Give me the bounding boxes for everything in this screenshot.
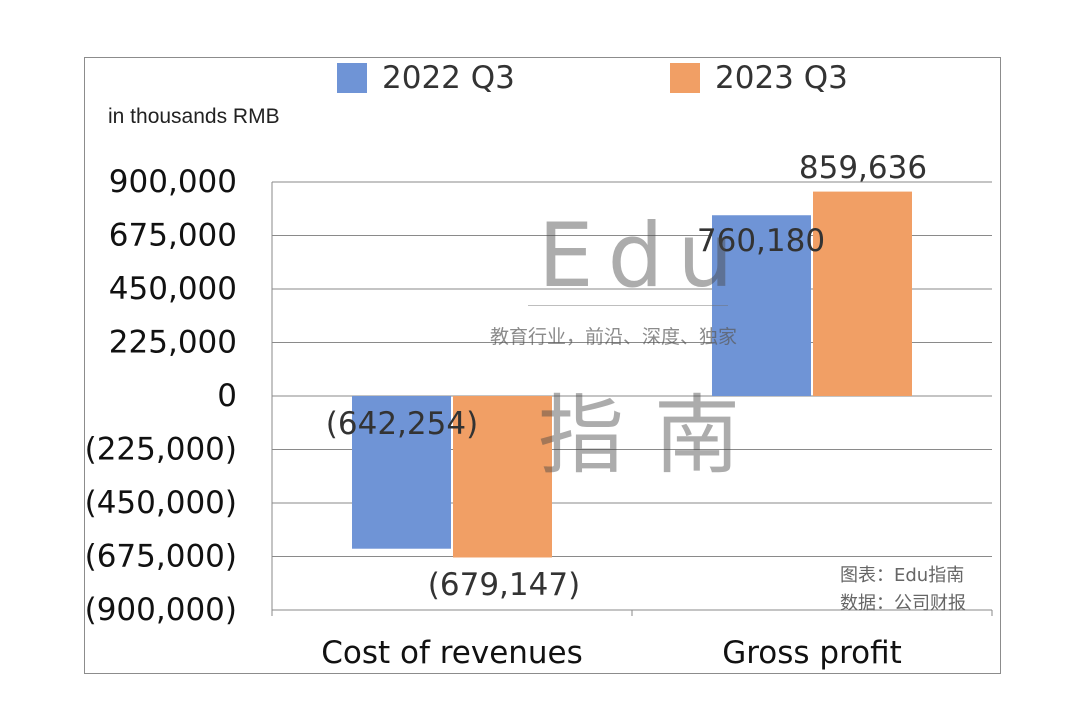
y-tick-label: 900,000 — [109, 164, 237, 200]
legend-label-2023-q3: 2023 Q3 — [715, 60, 848, 96]
x-category-label: Cost of revenues — [321, 635, 583, 671]
chart-frame — [84, 57, 1001, 674]
legend-swatch-2023-q3 — [670, 63, 700, 93]
data-label: 859,636 — [799, 150, 927, 186]
legend-label-2022-q3: 2022 Q3 — [382, 60, 515, 96]
watermark-brand: Edu — [538, 204, 748, 307]
bar — [813, 191, 912, 396]
credit-chart-by: 图表：Edu指南 — [840, 565, 965, 586]
y-tick-label: 0 — [217, 378, 237, 414]
y-tick-label: (900,000) — [85, 592, 237, 628]
legend-swatch-2022-q3 — [337, 63, 367, 93]
x-category-label: Gross profit — [722, 635, 902, 671]
unit-label: in thousands RMB — [108, 105, 280, 128]
legend-item-2022-q3: 2022 Q3 — [337, 60, 515, 96]
y-tick-label: 450,000 — [109, 271, 237, 307]
watermark-tagline: 教育行业，前沿、深度、独家 — [490, 326, 738, 348]
y-tick-label: 675,000 — [109, 218, 237, 254]
data-label: (642,254) — [326, 406, 478, 442]
data-label: (679,147) — [428, 567, 580, 603]
watermark-divider — [528, 305, 728, 306]
y-tick-label: (675,000) — [85, 539, 237, 575]
credit-data-source: 数据：公司财报 — [840, 593, 966, 614]
watermark-brand-cn: 指南 — [538, 386, 770, 486]
legend-item-2023-q3: 2023 Q3 — [670, 60, 848, 96]
bar — [352, 396, 451, 549]
bar — [453, 396, 552, 558]
y-tick-label: (225,000) — [85, 432, 237, 468]
y-tick-label: (450,000) — [85, 485, 237, 521]
bar — [712, 215, 811, 396]
data-label: 760,180 — [697, 223, 825, 259]
y-tick-label: 225,000 — [109, 325, 237, 361]
